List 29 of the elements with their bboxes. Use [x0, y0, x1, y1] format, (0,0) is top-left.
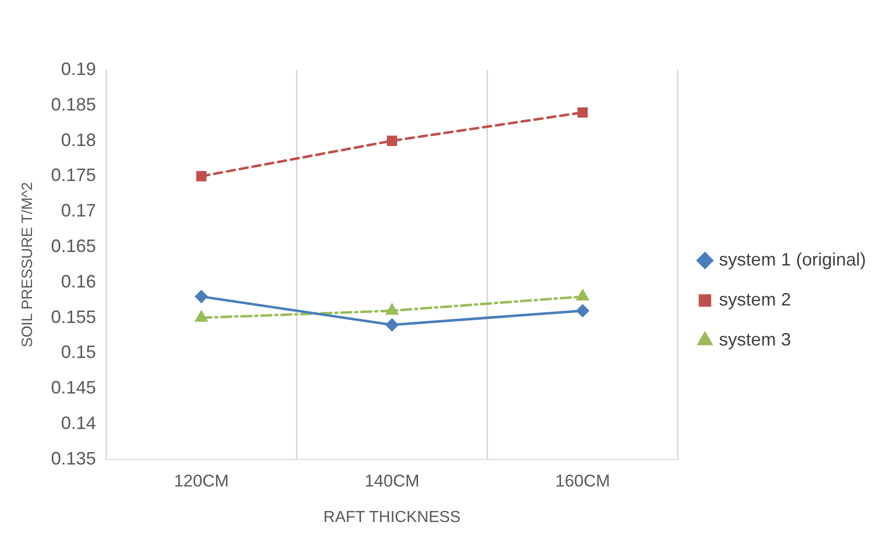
y-tick-label: 0.135: [50, 448, 96, 468]
y-tick-label: 0.17: [60, 200, 96, 221]
y-tick-label: 0.175: [50, 165, 96, 186]
point: [386, 318, 398, 332]
point: [578, 107, 588, 118]
point: [195, 311, 208, 322]
y-tick-label: 0.155: [50, 306, 96, 327]
point: [196, 171, 206, 182]
point: [195, 290, 208, 303]
x-tick-label: 140CM: [364, 471, 420, 490]
y-tick-label: 0.165: [50, 236, 96, 256]
y-tick-label: 0.18: [60, 130, 96, 150]
x-axis-title: RAFT THICKNESS: [323, 508, 461, 526]
x-tick-label: 160CM: [555, 471, 610, 490]
y-tick-label: 0.185: [50, 94, 96, 114]
x-tick-label: 120CM: [174, 471, 229, 490]
point: [386, 136, 398, 146]
legend-label: system 1 (original): [718, 249, 866, 270]
legend-label: system 3: [718, 329, 791, 350]
legend-label: system 2: [718, 289, 791, 310]
y-tick-label: 0.16: [60, 271, 96, 292]
point: [576, 290, 589, 301]
y-tick-label: 0.15: [60, 342, 96, 362]
point: [386, 304, 398, 315]
y-axis-title: SOIL PRESSURE T/M^2: [19, 182, 36, 348]
y-tick-label: 0.14: [60, 412, 96, 433]
y-tick-label: 0.145: [50, 378, 96, 398]
point: [576, 304, 589, 317]
y-tick-label: 0.19: [60, 58, 96, 79]
